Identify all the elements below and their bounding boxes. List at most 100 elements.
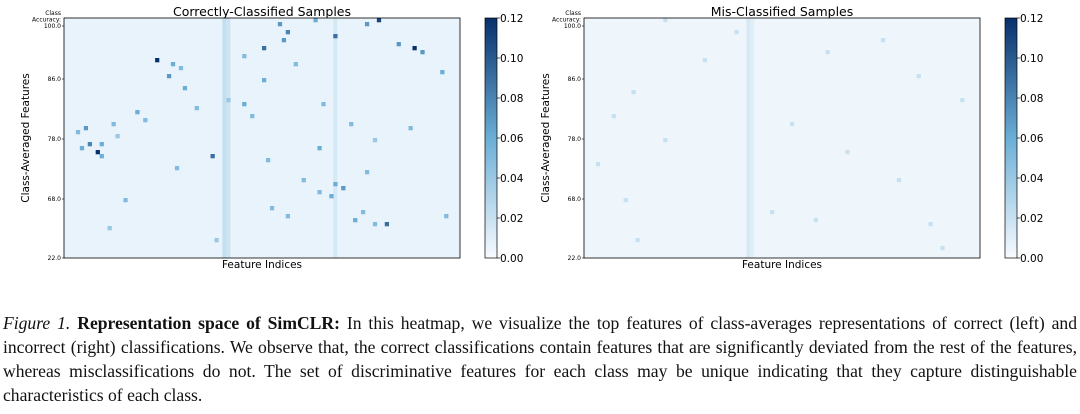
heatmap-cell [789, 122, 795, 127]
plot-frame [583, 17, 981, 259]
heatmap-cell [372, 222, 378, 227]
heatmap-cell [341, 186, 346, 191]
colorbar-gradient [484, 17, 498, 259]
heatmap-cell [444, 214, 449, 219]
heatmap-cell [269, 206, 275, 211]
colorbar-tick-label: 0.00 [500, 253, 523, 265]
heatmap-cell [353, 218, 358, 223]
heatmap-cell [364, 170, 370, 175]
heatmap-cell [214, 238, 219, 243]
heatmap-cell [734, 30, 739, 35]
class-accuracy-label: Class Accuracy: [32, 10, 61, 24]
caption-label: Figure 1. [3, 313, 71, 333]
y-tick-label: 68.0 [568, 196, 582, 203]
y-tick-label: 86.0 [568, 76, 582, 83]
heatmap-column [222, 18, 227, 258]
colorbar-tick-label: 0.06 [500, 133, 524, 145]
figure-caption: Figure 1. Representation space of SimCLR… [3, 311, 1077, 407]
heatmap-background [584, 18, 980, 258]
heatmap-column [333, 18, 338, 258]
heatmap-cells [584, 18, 980, 258]
heatmap-cell [349, 122, 354, 127]
y-tick-label: 68.0 [48, 196, 62, 203]
heatmap-cell [321, 102, 326, 107]
heatmap-column [746, 18, 751, 258]
colorbar-tick-label: 0.12 [1020, 13, 1043, 25]
heatmap-cell [194, 106, 199, 111]
colorbar-gradient [1004, 17, 1018, 259]
heatmap-cell [155, 58, 160, 63]
heatmap-cell [262, 46, 267, 51]
heatmap-cell [317, 146, 322, 151]
heatmap-panel-correct: Correctly-Classified Samples Class Accura… [20, 4, 524, 271]
heatmap-cell [210, 154, 215, 159]
heatmap-cell [595, 162, 601, 167]
y-tick-label: 86.0 [48, 76, 62, 83]
heatmap-cell [372, 138, 378, 143]
colorbar-tick-label: 0.06 [1020, 133, 1044, 145]
heatmap-cell [881, 38, 886, 43]
heatmap-cell [364, 22, 370, 27]
heatmap-cell [265, 158, 271, 163]
heatmap-cell [75, 130, 81, 135]
y-axis-label: Class-Averaged Features [20, 73, 32, 202]
heatmap-cell [277, 22, 283, 27]
y-axis-label: Class-Averaged Features [540, 73, 552, 202]
heatmap-cell [182, 86, 188, 91]
heatmap-cells [64, 18, 460, 258]
heatmap-cell [928, 222, 933, 227]
heatmap-cell [226, 98, 231, 103]
heatmap-cell [396, 42, 401, 47]
colorbar-tick-label: 0.10 [500, 53, 523, 65]
heatmap-cell [663, 18, 668, 23]
heatmap-cell [115, 134, 120, 139]
heatmap-cell [384, 222, 390, 227]
x-axis-label: Feature Indices [742, 259, 822, 271]
heatmap-cell [412, 46, 417, 51]
heatmap-cell [631, 90, 636, 95]
heatmap-cell [813, 218, 818, 223]
plot-frame [63, 17, 461, 259]
colorbar-tick-label: 0.08 [1020, 93, 1043, 105]
heatmap-column [226, 18, 231, 258]
colorbar-tick-label: 0.02 [1020, 213, 1043, 225]
heatmap-cell [635, 238, 640, 243]
chart-title: Mis-Classified Samples [711, 4, 854, 19]
y-tick-label: 100.0 [44, 23, 61, 30]
heatmap-cell [99, 142, 104, 147]
caption-title: Representation space of SimCLR: [77, 313, 340, 333]
heatmap-cell [166, 74, 172, 79]
heatmap-cell [916, 74, 921, 79]
heatmap-cell [940, 246, 945, 251]
colorbar-tick-label: 0.04 [1020, 173, 1044, 185]
heatmap-cell [663, 138, 668, 143]
y-tick-label: 78.0 [568, 136, 582, 143]
colorbar-tick-label: 0.00 [1020, 253, 1043, 265]
y-tick-labels: 100.0 86.0 78.0 68.0 22.0 [564, 23, 584, 262]
heatmap-cell [611, 114, 616, 119]
heatmap-cell [420, 50, 425, 55]
heatmap-background [64, 18, 460, 258]
heatmap-cell [702, 58, 708, 63]
heatmap-cell [242, 54, 247, 59]
heatmap-cell [845, 150, 850, 155]
heatmap-cell [301, 178, 306, 183]
heatmap-cell [960, 98, 965, 103]
heatmap-panel-misclassified: Mis-Classified Samples Class Accuracy: 10… [540, 4, 1044, 271]
chart-title: Correctly-Classified Samples [173, 4, 351, 19]
heatmap-cell [83, 126, 89, 131]
heatmap-column [750, 18, 755, 258]
heatmap-cell [333, 182, 338, 187]
heatmap-cell [95, 150, 100, 155]
colorbar: 0.12 0.10 0.08 0.06 0.04 0.02 0.00 [484, 13, 524, 265]
heatmap-cell [135, 110, 140, 115]
heatmap-cell [111, 122, 116, 127]
heatmap-cell [250, 114, 255, 119]
heatmap-cell [79, 146, 85, 151]
heatmap-cell [317, 190, 322, 195]
y-tick-label: 78.0 [48, 136, 62, 143]
colorbar-tick-label: 0.10 [1020, 53, 1043, 65]
heatmap-cell [123, 198, 128, 203]
heatmap-cell [313, 18, 318, 23]
y-tick-label: 22.0 [568, 255, 582, 262]
